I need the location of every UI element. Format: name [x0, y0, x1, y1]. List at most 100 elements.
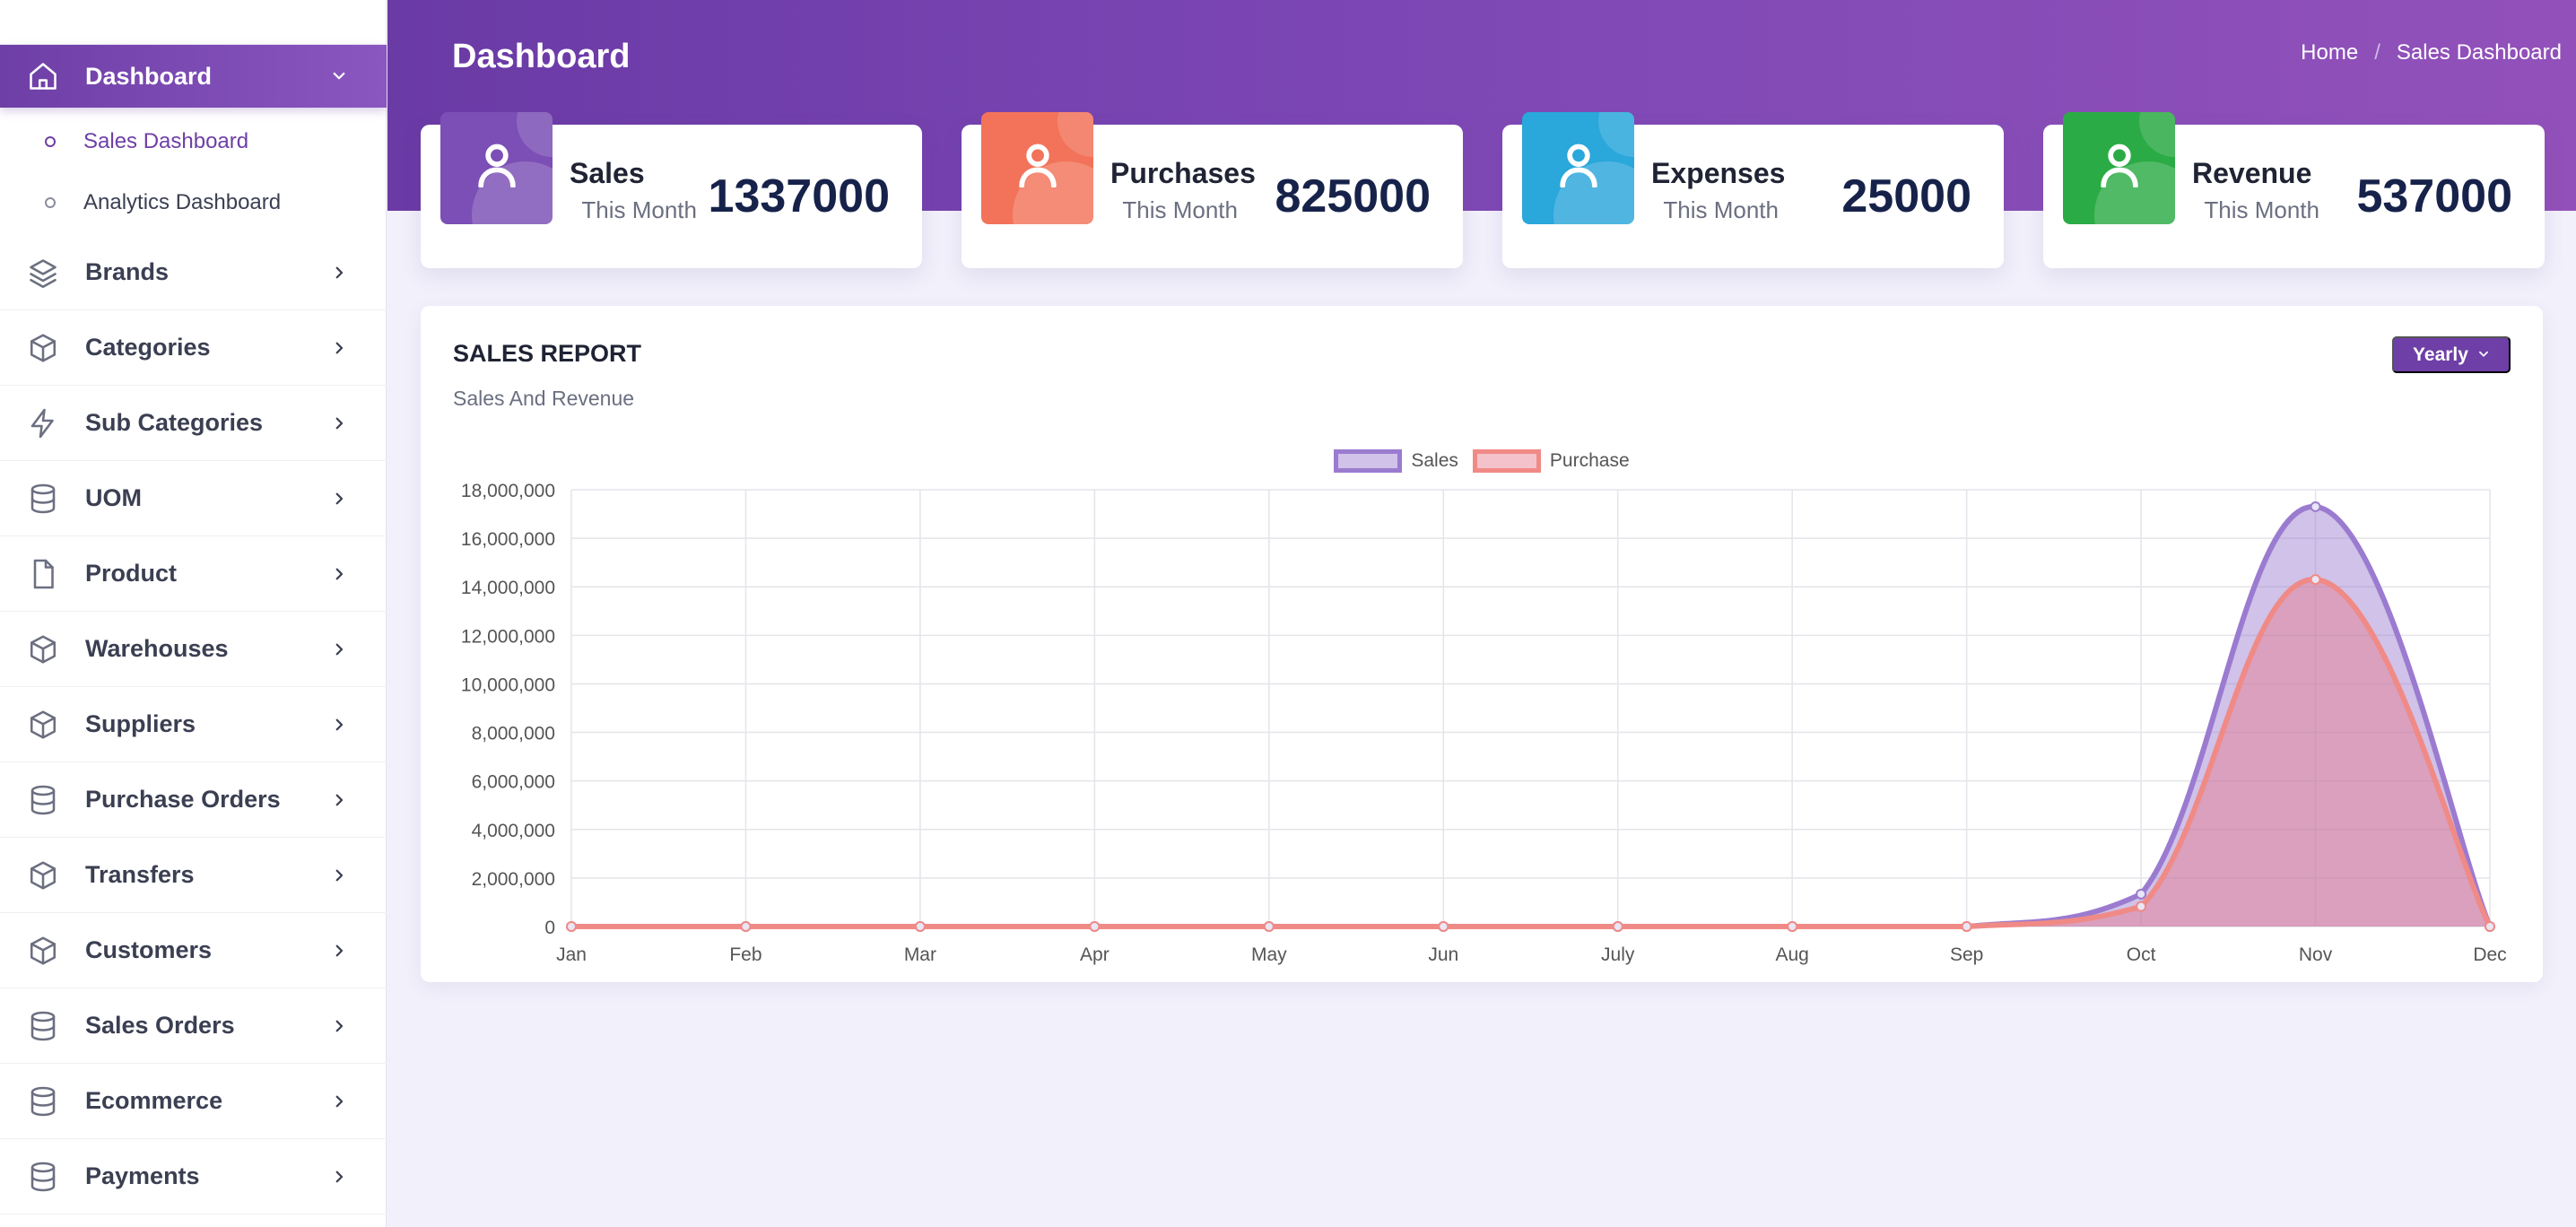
sidebar-item-label: Product	[85, 560, 178, 587]
box-icon	[25, 631, 61, 667]
legend-label: Purchase	[1549, 450, 1630, 471]
stat-card-sales: Sales This Month 1337000	[421, 112, 922, 268]
sidebar-item-purchase-orders[interactable]: Purchase Orders	[0, 762, 387, 838]
sidebar: Dashboard Sales Dashboard Analytics Dash…	[0, 0, 387, 1227]
chevron-down-icon	[2477, 344, 2490, 366]
sidebar-item-label: Suppliers	[85, 710, 196, 737]
data-point-purchase[interactable]	[2310, 574, 2321, 586]
chevron-right-icon	[330, 1092, 348, 1110]
sidebar-item-label: Dashboard	[85, 62, 213, 90]
sidebar-item-label: Purchase Orders	[85, 786, 281, 813]
chevron-right-icon	[330, 490, 348, 508]
box-icon	[25, 857, 61, 893]
data-point-purchase[interactable]	[1263, 921, 1275, 932]
sidebar-item-dashboard[interactable]: Dashboard	[0, 45, 387, 108]
x-tick-label: Nov	[2299, 944, 2333, 965]
data-point-purchase[interactable]	[566, 921, 577, 932]
lightning-icon	[25, 405, 61, 441]
sidebar-item-label: UOM	[85, 484, 142, 511]
sales-report-panel: SALES REPORT Sales And Revenue Yearly Sa…	[421, 306, 2543, 982]
data-point-purchase[interactable]	[1089, 921, 1101, 932]
x-tick-label: Aug	[1775, 944, 1808, 965]
sidebar-item-brands[interactable]: Brands	[0, 235, 387, 310]
sidebar-item-ecommerce[interactable]: Ecommerce	[0, 1064, 387, 1139]
data-point-purchase[interactable]	[2485, 921, 2495, 932]
y-tick-label: 10,000,000	[461, 674, 555, 695]
sidebar-subitem-label: Analytics Dashboard	[83, 190, 282, 214]
stat-title: Revenue	[2192, 157, 2312, 189]
data-point-purchase[interactable]	[740, 921, 752, 932]
user-icon	[477, 143, 517, 189]
series-area-sales	[571, 506, 2490, 927]
stat-tile	[1522, 112, 1634, 224]
sidebar-item-sub-categories[interactable]: Sub Categories	[0, 386, 387, 461]
stat-value: 25000	[1841, 170, 1971, 222]
period-dropdown-button[interactable]: Yearly	[2392, 336, 2511, 373]
x-tick-label: Jun	[1428, 944, 1458, 965]
sidebar-item-label: Sub Categories	[85, 409, 264, 436]
chevron-right-icon	[330, 942, 348, 960]
sidebar-item-label: Customers	[85, 936, 213, 963]
sidebar-item-label: Ecommerce	[85, 1087, 223, 1114]
user-icon	[2100, 143, 2139, 189]
data-point-purchase[interactable]	[2136, 901, 2147, 912]
stat-tile	[440, 112, 553, 224]
chevron-right-icon	[330, 1017, 348, 1035]
data-point-purchase[interactable]	[1961, 921, 1972, 932]
y-tick-label: 0	[544, 918, 555, 938]
sidebar-top	[0, 0, 386, 45]
x-tick-label: Dec	[2473, 944, 2506, 965]
x-tick-label: Sep	[1950, 944, 1983, 965]
circle-icon	[45, 136, 56, 147]
breadcrumb-current: Sales Dashboard	[2396, 40, 2562, 65]
chevron-right-icon	[330, 264, 348, 282]
sidebar-item-label: Warehouses	[85, 635, 229, 662]
stat-subtitle: This Month	[581, 196, 697, 223]
stat-subtitle: This Month	[2204, 196, 2319, 223]
legend-swatch	[1334, 449, 1403, 473]
data-point-purchase[interactable]	[1438, 921, 1449, 932]
legend-item-sales[interactable]: Sales	[1334, 449, 1458, 473]
data-point-purchase[interactable]	[1612, 921, 1623, 932]
circle-icon	[45, 197, 56, 208]
x-tick-label: Mar	[904, 944, 936, 965]
stat-title: Purchases	[1110, 157, 1256, 189]
sidebar-item-categories[interactable]: Categories	[0, 310, 387, 386]
x-tick-label: May	[1251, 944, 1287, 965]
x-tick-label: Apr	[1080, 944, 1110, 965]
data-point-sales[interactable]	[2136, 888, 2147, 900]
sidebar-item-product[interactable]: Product	[0, 536, 387, 612]
sidebar-item-transfers[interactable]: Transfers	[0, 838, 387, 913]
data-point-sales[interactable]	[2310, 500, 2321, 512]
sidebar-subitem-sales-dashboard[interactable]: Sales Dashboard	[0, 115, 387, 169]
sidebar-subitem-label: Sales Dashboard	[83, 129, 249, 153]
sidebar-item-suppliers[interactable]: Suppliers	[0, 687, 387, 762]
database-icon	[25, 1008, 61, 1044]
chevron-down-icon	[330, 67, 348, 85]
sidebar-subitem-analytics-dashboard[interactable]: Analytics Dashboard	[0, 176, 387, 230]
sidebar-item-payments[interactable]: Payments	[0, 1139, 387, 1214]
sidebar-item-sales-orders[interactable]: Sales Orders	[0, 988, 387, 1064]
sidebar-item-uom[interactable]: UOM	[0, 461, 387, 536]
y-tick-label: 14,000,000	[461, 578, 555, 598]
data-point-purchase[interactable]	[1787, 921, 1798, 932]
y-tick-label: 16,000,000	[461, 529, 555, 550]
y-tick-label: 6,000,000	[472, 772, 555, 793]
stat-tile	[2063, 112, 2175, 224]
stat-card-expenses: Expenses This Month 25000	[1502, 112, 2004, 268]
stat-tile	[981, 112, 1093, 224]
sidebar-item-customers[interactable]: Customers	[0, 913, 387, 988]
data-point-purchase[interactable]	[914, 921, 926, 932]
legend-item-purchase[interactable]: Purchase	[1472, 449, 1630, 473]
x-tick-label: Jan	[556, 944, 587, 965]
report-subtitle: Sales And Revenue	[453, 387, 635, 410]
box-icon	[25, 330, 61, 366]
stat-subtitle: This Month	[1122, 196, 1238, 223]
y-tick-label: 2,000,000	[472, 869, 555, 890]
breadcrumb-home[interactable]: Home	[2301, 40, 2359, 65]
sidebar-item-warehouses[interactable]: Warehouses	[0, 612, 387, 687]
x-tick-label: Oct	[2127, 944, 2156, 965]
stat-card-revenue: Revenue This Month 537000	[2043, 112, 2545, 268]
sidebar-item-label: Brands	[85, 258, 170, 285]
sidebar-item-label: Payments	[85, 1162, 200, 1189]
